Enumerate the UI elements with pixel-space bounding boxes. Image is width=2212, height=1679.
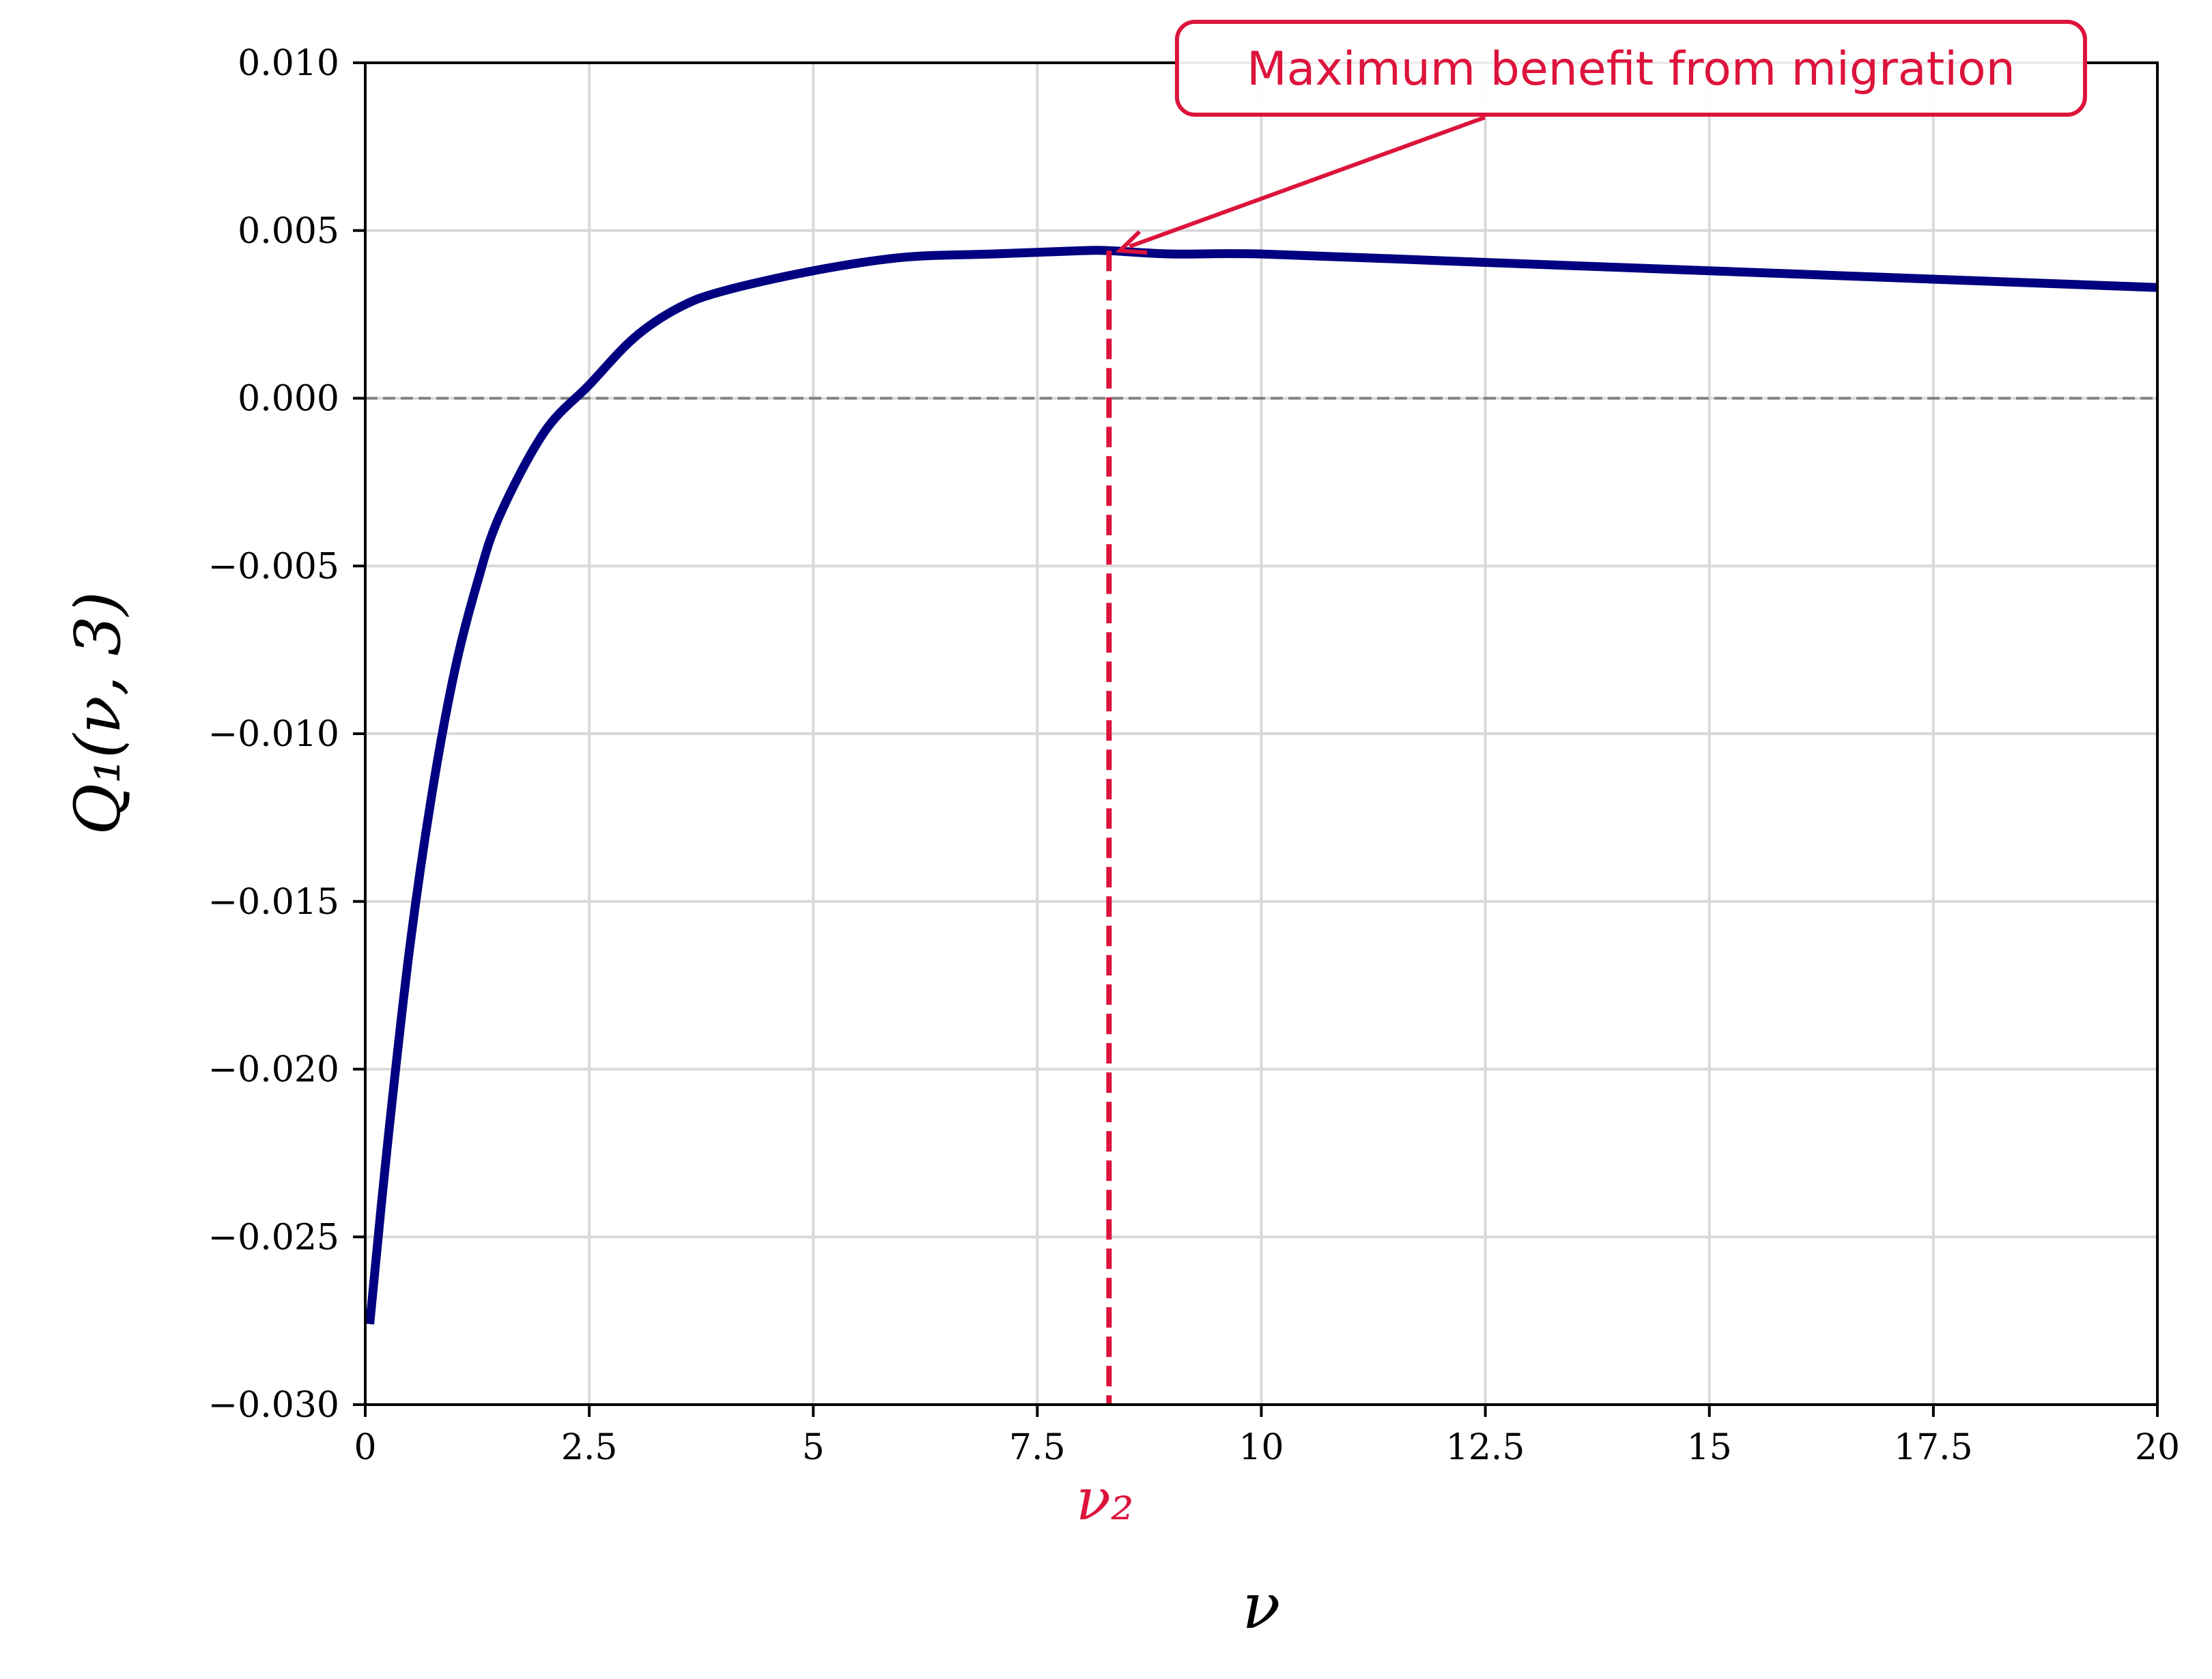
- x-tick-label: 15: [1687, 1427, 1732, 1468]
- x-tick-label: 0: [354, 1427, 376, 1468]
- x-tick-label: 2.5: [561, 1427, 618, 1468]
- annotation-arrow: [1129, 115, 1486, 249]
- y-tick-label: 0.005: [238, 211, 339, 252]
- annotation-box: [1175, 20, 2087, 117]
- y-tick-label: −0.010: [208, 714, 339, 755]
- annotation-arrowhead: [1115, 230, 1148, 255]
- y-tick-label: −0.015: [208, 882, 339, 923]
- x-axis-label: ν: [1243, 1570, 1281, 1643]
- x-tick-label: 20: [2135, 1427, 2180, 1468]
- x-tick-label: 5: [802, 1427, 825, 1468]
- series-line: [365, 246, 2158, 1325]
- annotation-group: Maximum benefit from migration: [1115, 20, 2087, 255]
- ticks-group: 0 2.5 5 7.5 10 12.5 15 17.5 20 −0.030 −0.025 −0.020…: [208, 43, 2181, 1468]
- y-tick-label: −0.030: [208, 1385, 339, 1426]
- x-tick-label: 17.5: [1894, 1427, 1973, 1468]
- grid: [364, 61, 2159, 1406]
- x-tick-label: 12.5: [1446, 1427, 1525, 1468]
- nu2-marker-group: ν₂: [1076, 250, 1134, 1533]
- y-tick-label: −0.020: [208, 1050, 339, 1091]
- nu2-label: ν₂: [1076, 1466, 1134, 1533]
- y-tick-label: 0.010: [238, 43, 339, 84]
- y-tick-label: 0.000: [238, 379, 339, 420]
- y-tick-label: −0.025: [208, 1217, 339, 1258]
- series-group: [365, 246, 2158, 1325]
- annotation-text: Maximum benefit from migration: [1247, 42, 2015, 96]
- x-tick-label: 7.5: [1009, 1427, 1066, 1468]
- y-tick-label: −0.005: [208, 546, 339, 587]
- y-axis-label: Q₁(ν, 3): [61, 591, 134, 835]
- x-tick-label: 10: [1238, 1427, 1284, 1468]
